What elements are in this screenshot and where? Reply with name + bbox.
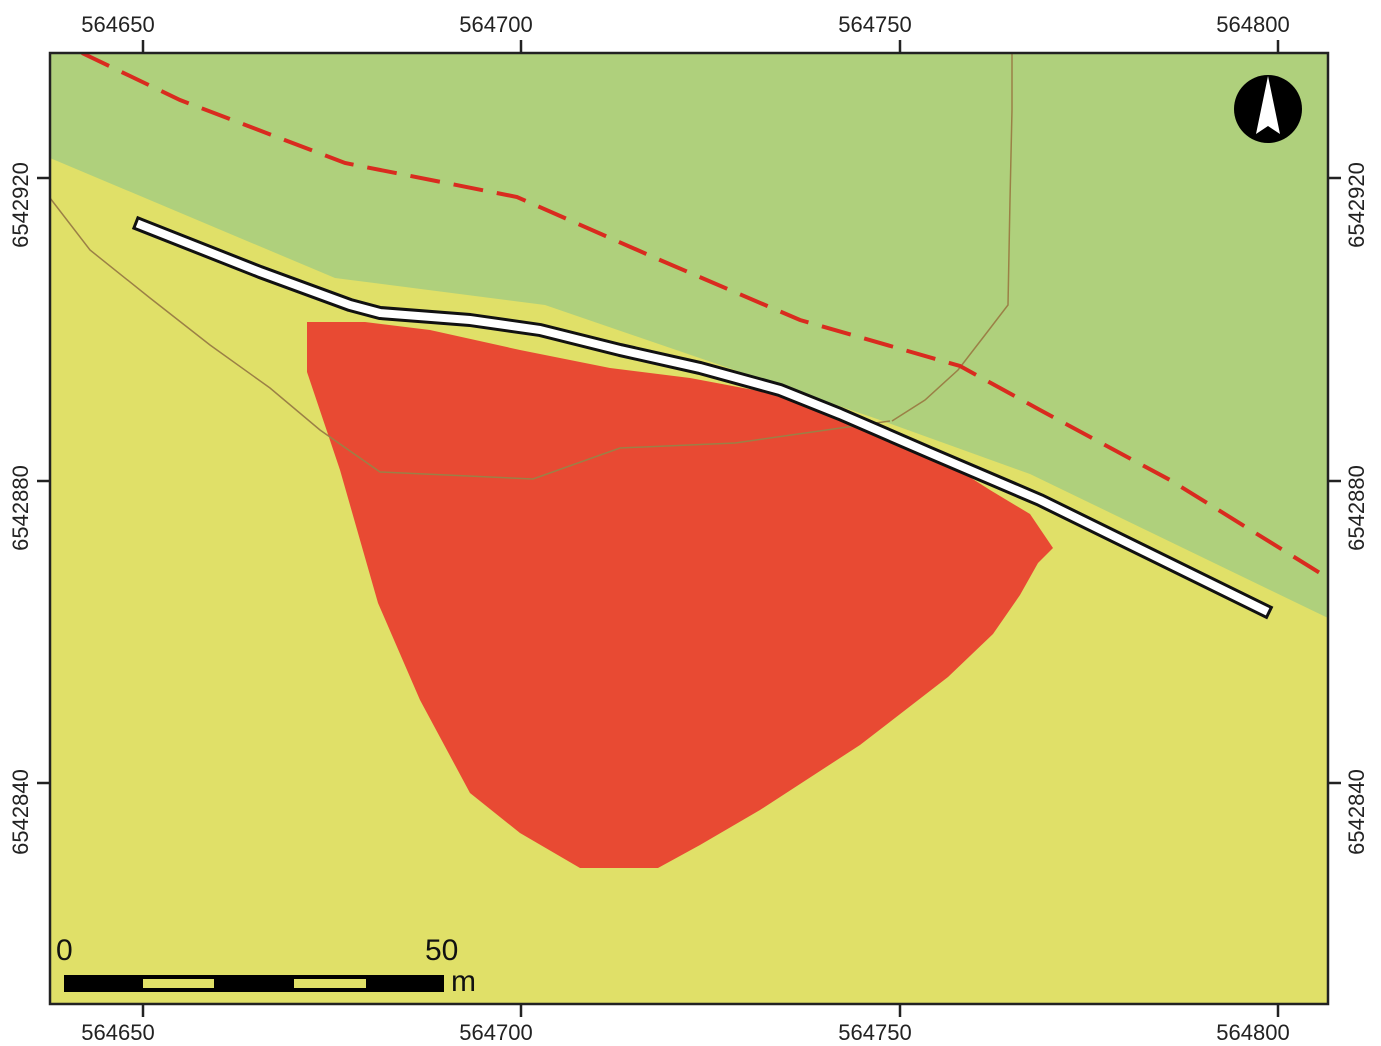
dashed-boundary <box>81 53 1328 580</box>
x-tick-label-bottom: 564750 <box>838 1020 911 1045</box>
scale-bar <box>64 975 444 992</box>
thin-line-left <box>50 197 891 480</box>
x-ticks-bottom <box>141 1004 1280 1017</box>
x-tick-label-bottom: 564800 <box>1216 1020 1289 1045</box>
map-area <box>50 53 1328 1004</box>
north-arrow-icon <box>1234 75 1302 143</box>
x-tick-label-bottom: 564700 <box>459 1020 532 1045</box>
x-tick-label-bottom: 564650 <box>81 1020 154 1045</box>
y-tick-label-left: 6542840 <box>8 769 33 855</box>
x-ticks-top <box>141 40 1280 53</box>
x-tick-label-top: 564800 <box>1216 12 1289 37</box>
x-tick-label-top: 564750 <box>838 12 911 37</box>
y-tick-label-left: 6542880 <box>8 465 33 551</box>
red-area <box>307 322 1053 868</box>
thin-line-right <box>891 53 1013 422</box>
map-frame <box>48 51 1330 1006</box>
y-ticks-right <box>1328 176 1341 785</box>
y-tick-label-left: 6542920 <box>8 162 33 248</box>
y-tick-label-right: 6542920 <box>1344 162 1369 248</box>
road-inner <box>135 219 1270 616</box>
y-ticks-left <box>37 176 50 785</box>
scale-unit-label: m <box>451 965 476 998</box>
scale-end-label: 50 <box>425 934 458 967</box>
x-tick-label-top: 564700 <box>459 12 532 37</box>
x-tick-label-top: 564650 <box>81 12 154 37</box>
y-tick-label-right: 6542880 <box>1344 465 1369 551</box>
scale-start-label: 0 <box>56 934 73 967</box>
y-tick-label-right: 6542840 <box>1344 769 1369 855</box>
